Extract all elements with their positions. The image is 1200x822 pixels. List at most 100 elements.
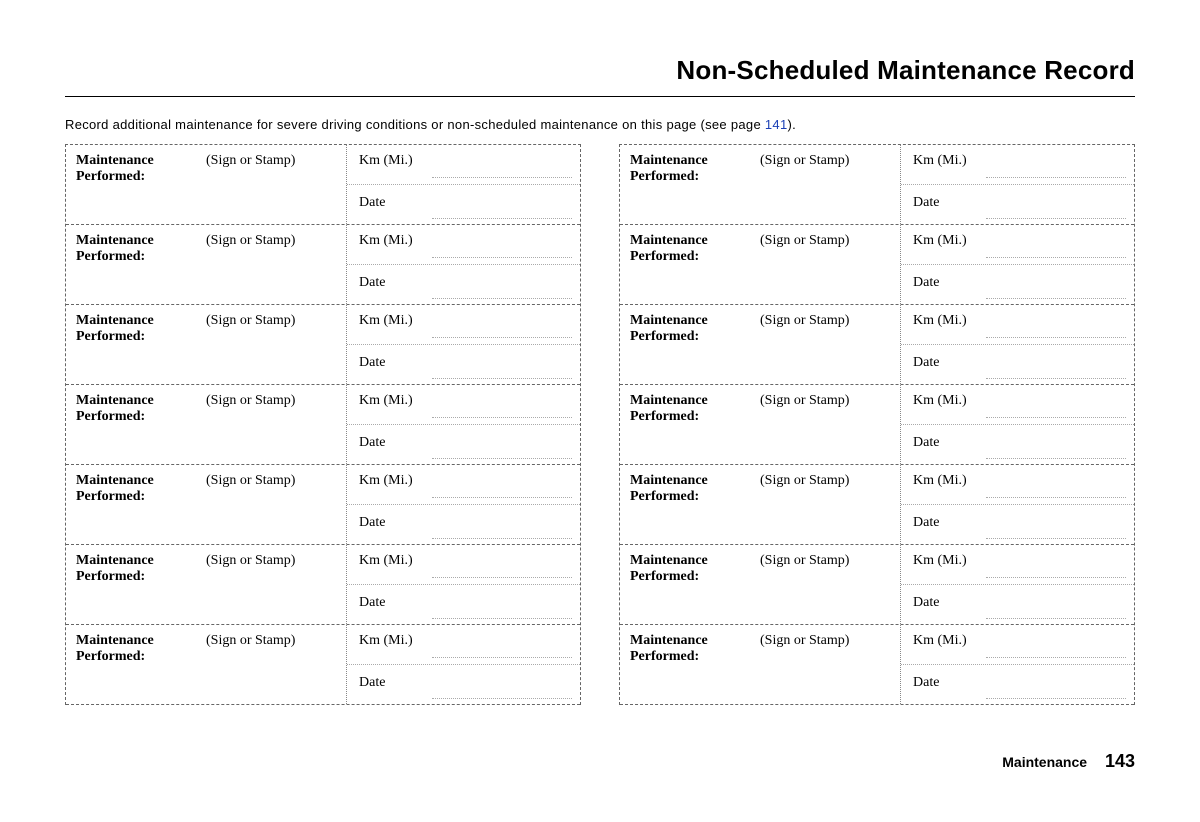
entry-label: MaintenancePerformed: — [66, 465, 206, 544]
km-date-group: Km (Mi.)Date — [900, 465, 1134, 544]
entry-label-line2: Performed: — [630, 249, 699, 264]
km-field: Km (Mi.) — [347, 225, 580, 265]
km-field: Km (Mi.) — [901, 145, 1134, 185]
date-field: Date — [347, 265, 580, 305]
km-field: Km (Mi.) — [901, 465, 1134, 505]
maintenance-entry: MaintenancePerformed: (Sign or Stamp)Km (… — [66, 145, 580, 225]
km-date-group: Km (Mi.)Date — [346, 465, 580, 544]
sign-or-stamp-area: (Sign or Stamp) — [760, 545, 900, 624]
record-column-right: MaintenancePerformed:(Sign or Stamp)Km (… — [619, 144, 1135, 705]
km-date-group: Km (Mi.)Date — [346, 305, 580, 384]
km-date-group: Km (Mi.)Date — [346, 625, 580, 704]
km-field: Km (Mi.) — [347, 625, 580, 665]
entry-label-line1: Maintenance — [76, 393, 154, 408]
km-field: Km (Mi.) — [901, 385, 1134, 425]
entry-label-line2: Performed: — [630, 169, 699, 184]
entry-label-line2: Performed: — [76, 649, 145, 664]
maintenance-entry: MaintenancePerformed:(Sign or Stamp)Km (… — [620, 305, 1134, 385]
sign-or-stamp-area: (Sign or Stamp) — [760, 465, 900, 544]
intro-page-link[interactable]: 141 — [765, 117, 788, 132]
km-field: Km (Mi.) — [347, 545, 580, 585]
km-date-group: Km (Mi.)Date — [900, 545, 1134, 624]
entry-label-line2: Performed: — [630, 409, 699, 424]
date-field: Date — [901, 425, 1134, 465]
entry-label-line1: Maintenance — [630, 553, 708, 568]
km-field: Km (Mi.) — [901, 305, 1134, 345]
km-date-group: Km (Mi.)Date — [346, 385, 580, 464]
maintenance-entry: MaintenancePerformed: (Sign or Stamp)Km (… — [620, 465, 1134, 545]
entry-label-line1: Maintenance — [630, 393, 708, 408]
km-date-group: Km (Mi.)Date — [346, 225, 580, 304]
entry-label-line2: Performed: — [630, 649, 699, 664]
entry-label-line1: Maintenance — [76, 153, 154, 168]
date-field: Date — [347, 505, 580, 545]
entry-label-line2: Performed: — [76, 569, 145, 584]
date-field: Date — [901, 665, 1134, 705]
km-field: Km (Mi.) — [347, 145, 580, 185]
entry-label-line2: Performed: — [76, 489, 145, 504]
entry-label-line1: Maintenance — [630, 313, 708, 328]
sign-or-stamp-area: (Sign or Stamp) — [760, 385, 900, 464]
sign-or-stamp-area: (Sign or Stamp) — [760, 305, 900, 384]
km-date-group: Km (Mi.)Date — [346, 545, 580, 624]
entry-label-line2: Performed: — [76, 169, 145, 184]
footer-page-number: 143 — [1105, 751, 1135, 771]
footer-section-label: Maintenance — [1002, 754, 1087, 770]
entry-label-line2: Performed: — [630, 489, 699, 504]
entry-label-line1: Maintenance — [76, 313, 154, 328]
sign-or-stamp-area: (Sign or Stamp) — [760, 145, 900, 224]
km-date-group: Km (Mi.)Date — [900, 225, 1134, 304]
entry-label-line1: Maintenance — [76, 553, 154, 568]
entry-label: MaintenancePerformed: — [66, 305, 206, 384]
maintenance-entry: MaintenancePerformed:(Sign or Stamp)Km (… — [66, 385, 580, 465]
sign-or-stamp-area: (Sign or Stamp) — [760, 225, 900, 304]
km-field: Km (Mi.) — [901, 625, 1134, 665]
km-date-group: Km (Mi.)Date — [900, 305, 1134, 384]
sign-or-stamp-area: (Sign or Stamp) — [206, 225, 346, 304]
maintenance-entry: MaintenancePerformed:(Sign or Stamp)Km (… — [620, 385, 1134, 465]
entry-label: MaintenancePerformed: — [620, 545, 760, 624]
sign-or-stamp-area: (Sign or Stamp) — [206, 625, 346, 704]
maintenance-entry: MaintenancePerformed:(Sign or Stamp)Km (… — [66, 465, 580, 545]
entry-label: MaintenancePerformed: — [620, 305, 760, 384]
entry-label-line1: Maintenance — [76, 233, 154, 248]
km-date-group: Km (Mi.)Date — [900, 625, 1134, 704]
sign-or-stamp-area: (Sign or Stamp) — [206, 305, 346, 384]
entry-label: MaintenancePerformed: — [66, 545, 206, 624]
intro-suffix: ). — [788, 117, 797, 132]
entry-label-line1: Maintenance — [630, 473, 708, 488]
date-field: Date — [901, 185, 1134, 225]
km-date-group: Km (Mi.)Date — [900, 145, 1134, 224]
date-field: Date — [347, 665, 580, 705]
maintenance-entry: MaintenancePerformed:(Sign or Stamp)Km (… — [66, 545, 580, 625]
intro-prefix: Record additional maintenance for severe… — [65, 117, 765, 132]
maintenance-entry: MaintenancePerformed: (Sign or Stamp)Km (… — [620, 225, 1134, 305]
date-field: Date — [901, 505, 1134, 545]
maintenance-entry: MaintenancePerformed:(Sign or Stamp)Km (… — [620, 145, 1134, 225]
date-field: Date — [347, 345, 580, 385]
entry-label-line2: Performed: — [76, 329, 145, 344]
entry-label: MaintenancePerformed: — [620, 385, 760, 464]
date-field: Date — [347, 185, 580, 225]
title-divider — [65, 96, 1135, 97]
date-field: Date — [347, 585, 580, 625]
maintenance-entry: MaintenancePerformed:(Sign or Stamp)Km (… — [66, 225, 580, 305]
km-date-group: Km (Mi.)Date — [900, 385, 1134, 464]
entry-label-line1: Maintenance — [76, 633, 154, 648]
sign-or-stamp-area: (Sign or Stamp) — [206, 465, 346, 544]
km-field: Km (Mi.) — [347, 385, 580, 425]
maintenance-entry: MaintenancePerformed:(Sign or Stamp)Km (… — [620, 545, 1134, 625]
sign-or-stamp-area: (Sign or Stamp) — [206, 545, 346, 624]
entry-label-line1: Maintenance — [630, 233, 708, 248]
page-title: Non-Scheduled Maintenance Record — [65, 55, 1135, 96]
entry-label: MaintenancePerformed: — [66, 225, 206, 304]
sign-or-stamp-area: (Sign or Stamp) — [760, 625, 900, 704]
entry-label-line2: Performed: — [76, 249, 145, 264]
sign-or-stamp-area: (Sign or Stamp) — [206, 145, 346, 224]
date-field: Date — [901, 585, 1134, 625]
record-column-left: MaintenancePerformed:(Sign or Stamp)Km (… — [65, 144, 581, 705]
maintenance-entry: MaintenancePerformed:(Sign or Stamp)Km (… — [66, 625, 580, 705]
entry-label: MaintenancePerformed: — [66, 625, 206, 704]
entry-label: MaintenancePerformed: — [620, 625, 760, 704]
maintenance-entry: MaintenancePerformed:(Sign or Stamp)Km (… — [66, 305, 580, 385]
